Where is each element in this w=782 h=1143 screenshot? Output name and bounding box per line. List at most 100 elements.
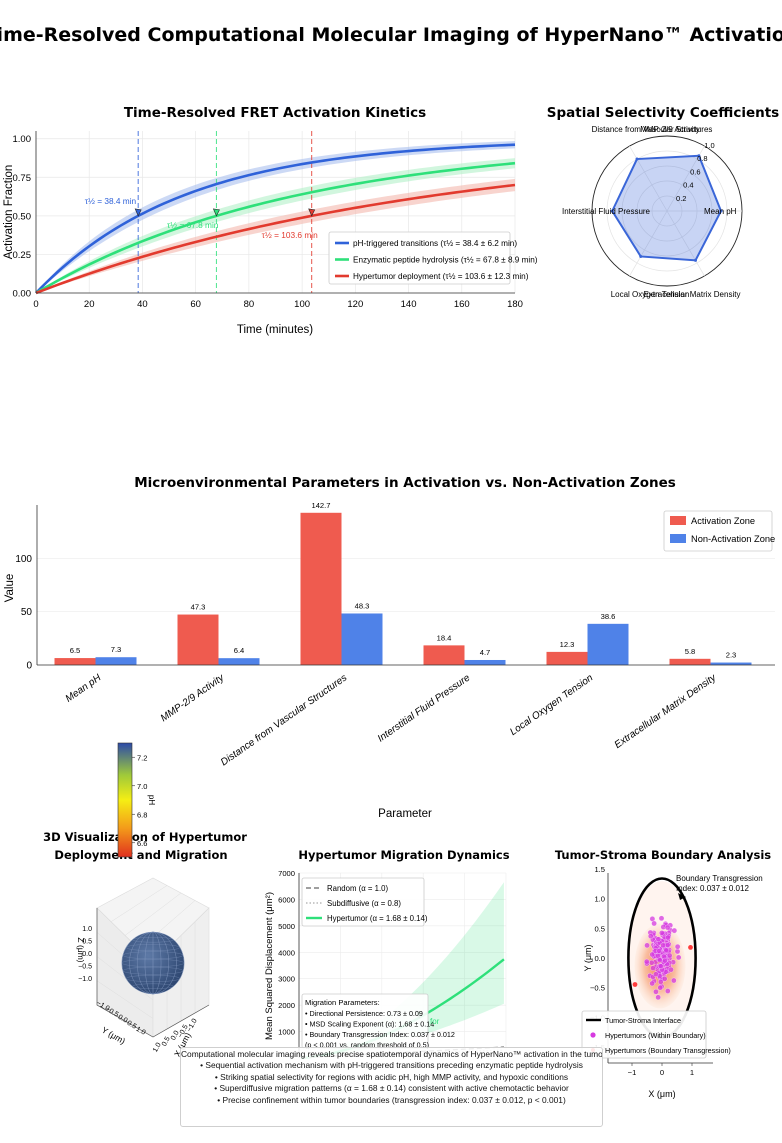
params-title: Microenvironmental Parameters in Activat… (134, 475, 676, 491)
kinetics-y-tick: 0.50 (13, 211, 32, 222)
kinetics-band (36, 141, 515, 293)
params-bar (300, 512, 342, 665)
params-x-tick: Distance from Vascular Structures (219, 672, 349, 768)
boundary-y-tick: 0.5 (594, 924, 605, 933)
kinetics-y-ticks: 0.00 0.25 0.50 0.75 1.00 (13, 134, 32, 299)
sphere-x-tick: 0.5 (161, 1036, 172, 1048)
params-bar-label: 47.3 (191, 603, 206, 612)
boundary-point-within (655, 936, 662, 942)
boundary-point-within (660, 942, 666, 949)
boundary-title: Tumor-Stroma Boundary Analysis (555, 848, 771, 862)
msd-y-ticks: 1000 2000 3000 4000 5000 6000 7000 (278, 869, 295, 1037)
boundary-point-within (665, 988, 671, 994)
boundary-x-tick: −1 (628, 1068, 637, 1077)
params-legend: Activation Zone Non-Activation Zone (663, 510, 775, 552)
boundary-point-transgression (688, 945, 693, 950)
params-x-tick: Mean pH (64, 672, 104, 705)
sphere-surface (121, 931, 185, 995)
kinetics-x-tick: 60 (190, 299, 201, 310)
boundary-legend-label: Hypertumors (Within Boundary) (605, 1031, 706, 1040)
sphere-z-tick: −1.0 (78, 976, 92, 983)
sphere-z-tick: 0.5 (82, 939, 92, 946)
kinetics-x-tick: 40 (137, 299, 148, 310)
kinetics-title: Time-Resolved FRET Activation Kinetics (124, 105, 426, 121)
sphere-z-tick: 1.0 (82, 926, 92, 933)
boundary-point-transgression (632, 982, 638, 987)
params-bar-label: 4.7 (480, 648, 491, 657)
colorbar-tick: 7.2 (137, 753, 147, 762)
params-x-tick: Extracellular Matrix Density (613, 672, 719, 751)
params-bar (546, 651, 588, 665)
radar-r-tick: 0.4 (683, 181, 693, 190)
boundary-point-within (648, 959, 655, 966)
msd-y-tick: 1000 (278, 1028, 295, 1037)
boundary-point-within (644, 942, 650, 949)
colorbar-tick: 6.6 (137, 839, 147, 848)
boundary-x-label: X (μm) (648, 1089, 675, 1099)
boundary-point-within (657, 957, 663, 963)
params-bar-label: 5.8 (685, 647, 696, 656)
boundary-y-tick: −0.5 (590, 984, 605, 993)
params-bar-label: 48.3 (355, 601, 370, 610)
params-legend-swatch (670, 534, 686, 543)
boundary-point-within (655, 994, 661, 1001)
kinetics-half-life-arrow (212, 208, 220, 217)
boundary-panel: Tumor-Stroma Boundary Analysis −1 0 1 1.5 1.… (555, 848, 771, 1099)
boundary-point-within (658, 963, 664, 969)
kinetics-x-tick: 160 (454, 299, 470, 310)
params-bar-label: 7.3 (111, 645, 122, 654)
params-y-tick: 0 (26, 661, 32, 672)
boundary-point-within (661, 976, 668, 982)
boundary-point-within (662, 957, 668, 964)
params-grid (37, 557, 775, 666)
params-bar (669, 658, 711, 665)
kinetics-legend-label: Enzymatic peptide hydrolysis (τ½ = 67.8 … (353, 256, 538, 265)
params-bar-label: 6.4 (234, 646, 245, 655)
msd-annotation-line: • Boundary Transgression Index: 0.037 ± … (305, 1030, 455, 1039)
boundary-point-within (659, 930, 665, 936)
boundary-point-within (653, 988, 659, 995)
sphere-axes-box (96, 877, 210, 1038)
params-bar-label: 18.4 (437, 633, 452, 642)
radar-point (697, 154, 701, 158)
boundary-legend-label: Hypertumors (Boundary Transgression) (605, 1046, 731, 1055)
sphere-y-label: Y (μm) (100, 1025, 127, 1047)
kinetics-x-tick: 0 (33, 299, 38, 310)
kinetics-half-life-arrow (308, 208, 316, 217)
sphere-mesh-lat (125, 975, 181, 982)
boundary-point-within (657, 984, 664, 991)
boundary-annotation-line2: Index: 0.037 ± 0.012 (676, 884, 749, 893)
sphere-title-line1: 3D Visualization of Hypertumor (43, 830, 247, 844)
kinetics-half-life-arrow (134, 208, 142, 217)
msd-title: Hypertumor Migration Dynamics (298, 848, 509, 862)
kinetics-half-life-label: τ½ = 38.4 min (85, 196, 137, 206)
params-bars: 6.5 7.3 47.3 6.4 142.7 48.3 18.4 4.7 12.3 38.6 5.8… (54, 501, 752, 665)
boundary-legend-swatch (590, 1032, 596, 1038)
sphere-z-tick: 0.0 (82, 951, 92, 958)
kinetics-panel: Time-Resolved FRET Activation Kinetics 0… (3, 105, 538, 336)
params-bar-label: 38.6 (601, 612, 616, 621)
summary-lead: Computational molecular imaging reveals … (181, 1049, 602, 1059)
summary-item-4: • Precise confinement within tumor bound… (217, 1094, 566, 1105)
boundary-point-within (656, 948, 662, 954)
sphere-mesh-lat (121, 959, 185, 967)
params-legend-label: Non-Activation Zone (691, 534, 775, 544)
summary-item-3: • Superdiffusive migration patterns (α =… (214, 1083, 569, 1094)
msd-annotation-line: • Directional Persistence: 0.73 ± 0.09 (305, 1009, 423, 1018)
boundary-point-within (674, 943, 681, 950)
radar-axis-label: Local Oxygen Tension (611, 290, 690, 299)
sphere-x-tick: 1.0 (152, 1042, 163, 1054)
radar-axis-label: Distance from Vascular Structures (592, 125, 713, 134)
boundary-point-within (649, 980, 655, 987)
radar-r-tick: 0.6 (690, 167, 700, 176)
msd-y-tick: 3000 (278, 975, 295, 984)
radar-point (719, 209, 723, 213)
params-bar (218, 658, 260, 665)
boundary-point-within (668, 966, 674, 973)
boundary-point-within (643, 958, 650, 965)
params-bar-label: 12.3 (560, 640, 575, 649)
radar-panel: Spatial Selectivity Coefficients 0.2 0.4 0… (547, 105, 779, 299)
kinetics-band (36, 158, 515, 293)
boundary-point-within (648, 933, 654, 939)
kinetics-half-life-label: τ½ = 103.6 min (262, 230, 318, 240)
